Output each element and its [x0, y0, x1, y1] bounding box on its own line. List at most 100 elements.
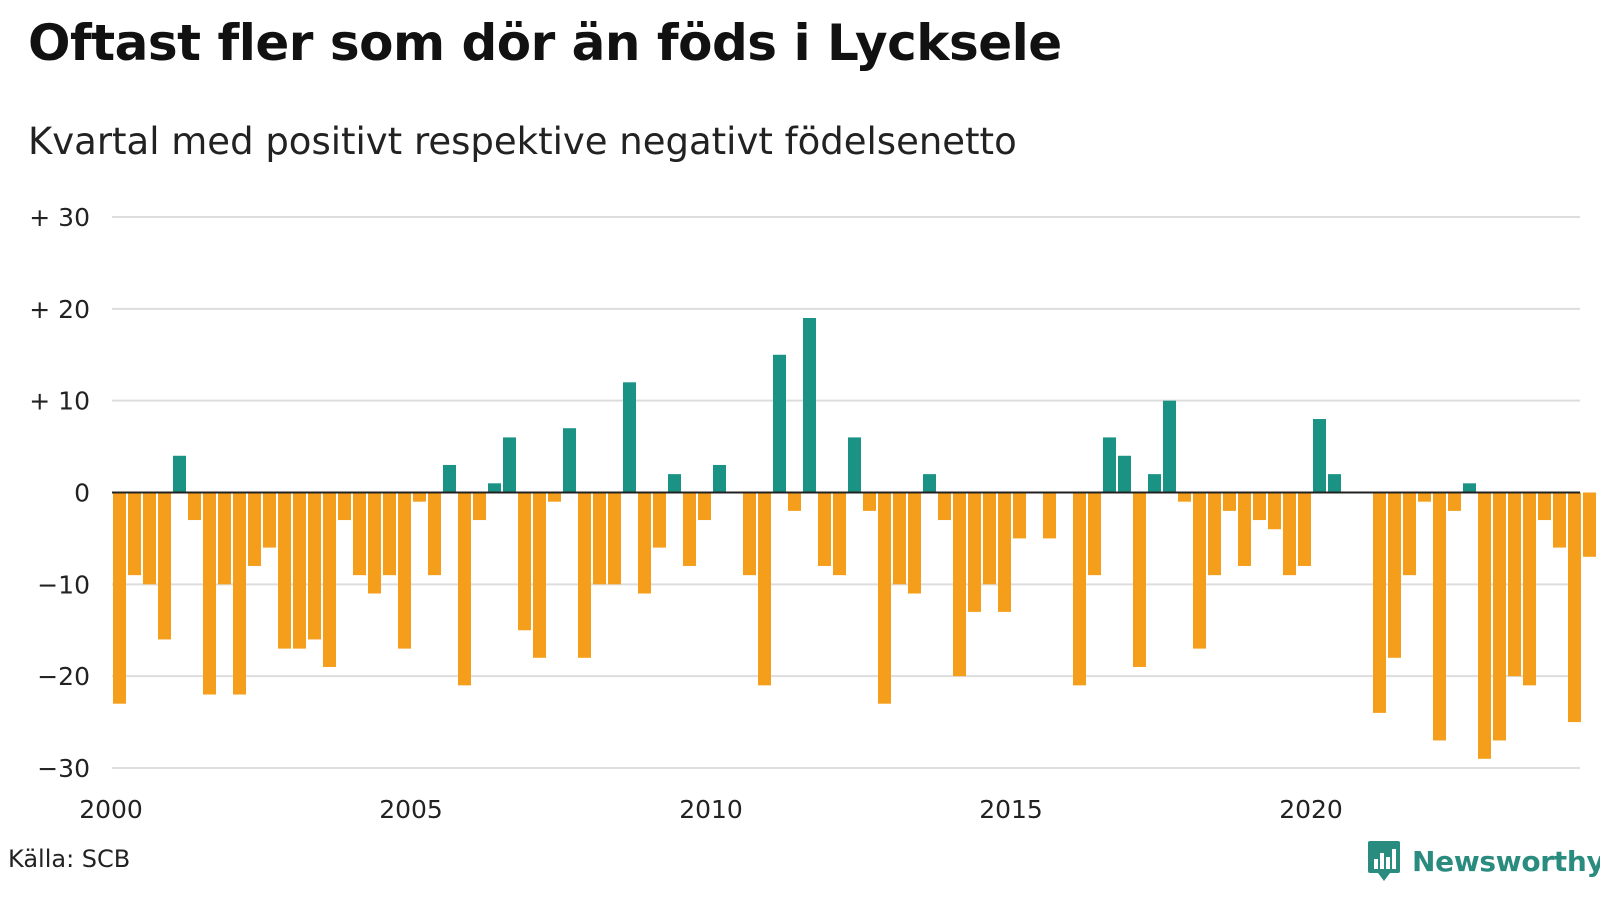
bar — [1538, 492, 1551, 521]
bar — [1508, 492, 1521, 677]
bar — [1103, 437, 1116, 493]
chart-title: Oftast fler som dör än föds i Lycksele — [28, 14, 1062, 72]
bar — [1178, 492, 1191, 502]
bar — [908, 492, 921, 594]
y-tick-label: −20 — [37, 662, 90, 691]
bar — [158, 492, 171, 640]
bar — [218, 492, 231, 585]
bar — [1238, 492, 1251, 566]
grid-lines — [112, 216, 1580, 769]
bar — [1043, 492, 1056, 539]
bar — [548, 492, 561, 502]
bar — [473, 492, 486, 521]
bar — [143, 492, 156, 585]
bar — [293, 492, 306, 649]
x-tick-label: 2010 — [679, 795, 743, 824]
bar — [653, 492, 666, 548]
bar — [698, 492, 711, 521]
bar — [1418, 492, 1431, 502]
bar — [1163, 400, 1176, 493]
chart-subtitle: Kvartal med positivt respektive negativt… — [28, 120, 1017, 163]
bar — [278, 492, 291, 649]
bar — [173, 455, 186, 493]
bar — [203, 492, 216, 695]
bar — [1568, 492, 1581, 723]
bar — [683, 492, 696, 566]
bar — [638, 492, 651, 594]
bar — [623, 382, 636, 493]
y-tick-label: + 20 — [29, 295, 90, 324]
bar — [263, 492, 276, 548]
bar — [398, 492, 411, 649]
y-tick-label: + 10 — [29, 387, 90, 416]
bar — [1298, 492, 1311, 566]
bar — [923, 474, 936, 493]
bar — [1148, 474, 1161, 493]
bar — [1553, 492, 1566, 548]
y-tick-label: −30 — [37, 754, 90, 783]
bar — [1478, 492, 1491, 759]
bar — [833, 492, 846, 576]
bar — [878, 492, 891, 704]
bar — [1583, 492, 1596, 557]
bar — [758, 492, 771, 686]
bar — [818, 492, 831, 566]
bar — [893, 492, 906, 585]
bar — [338, 492, 351, 521]
bar — [1268, 492, 1281, 530]
bar — [1253, 492, 1266, 521]
y-tick-label: 0 — [74, 479, 90, 508]
bar — [1283, 492, 1296, 576]
bar — [1118, 455, 1131, 493]
bar — [428, 492, 441, 576]
bar — [1133, 492, 1146, 667]
bar — [1433, 492, 1446, 741]
y-tick-label: + 30 — [29, 203, 90, 232]
source-note: Källa: SCB — [8, 845, 131, 873]
bar — [608, 492, 621, 585]
bar — [1013, 492, 1026, 539]
bar — [308, 492, 321, 640]
bar — [563, 428, 576, 493]
x-tick-label: 2005 — [379, 795, 443, 824]
bar — [713, 464, 726, 493]
bar — [368, 492, 381, 594]
bar — [188, 492, 201, 521]
bar — [743, 492, 756, 576]
brand-name: Newsworthy — [1412, 844, 1600, 878]
bar — [953, 492, 966, 677]
bar — [803, 318, 816, 493]
bar — [773, 354, 786, 493]
bar — [788, 492, 801, 511]
bar — [113, 492, 126, 704]
bar — [128, 492, 141, 576]
bar — [938, 492, 951, 521]
bar — [1193, 492, 1206, 649]
bar — [1208, 492, 1221, 576]
bar — [413, 492, 426, 502]
bar — [1328, 474, 1341, 493]
y-axis-labels: + 30 + 20 + 10 0 −10 −20 −30 — [29, 203, 90, 783]
brand-logo[interactable]: Newsworthy — [1366, 836, 1600, 886]
bar — [668, 474, 681, 493]
x-axis-labels: 2000 2005 2010 2015 2020 — [79, 795, 1343, 824]
bar — [488, 483, 501, 493]
bar — [1463, 483, 1476, 493]
bar — [503, 437, 516, 493]
x-tick-label: 2015 — [979, 795, 1043, 824]
bar — [533, 492, 546, 658]
bars — [113, 318, 1596, 759]
bar — [1448, 492, 1461, 511]
bar — [1403, 492, 1416, 576]
bar — [383, 492, 396, 576]
bar — [443, 464, 456, 493]
x-tick-label: 2020 — [1279, 795, 1343, 824]
bar — [1373, 492, 1386, 713]
bar — [1313, 419, 1326, 493]
bar — [848, 437, 861, 493]
bar — [518, 492, 531, 631]
bar — [1088, 492, 1101, 576]
bar — [1073, 492, 1086, 686]
bar — [863, 492, 876, 511]
bar — [1523, 492, 1536, 686]
